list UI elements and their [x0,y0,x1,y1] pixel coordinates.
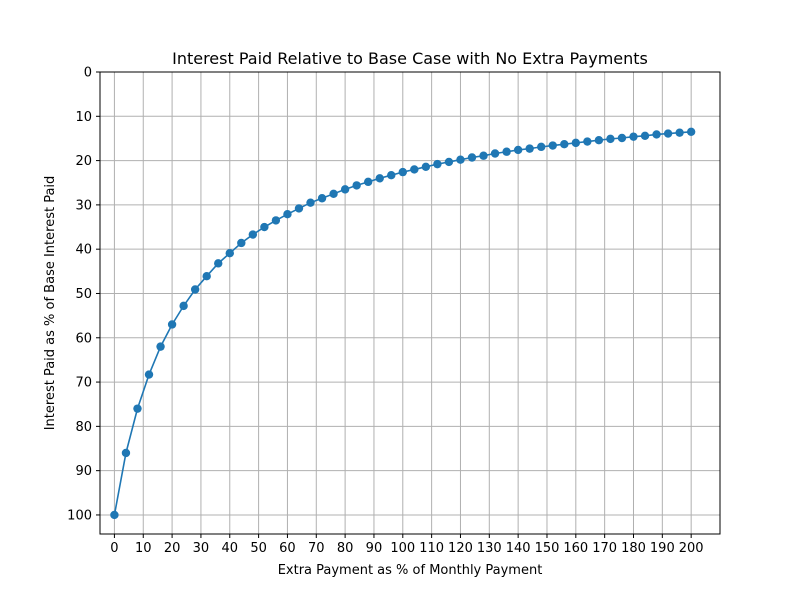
data-point [283,209,292,219]
data-point [387,171,396,180]
x-tick-label: 160 [563,541,588,556]
data-point [294,204,304,213]
data-point [329,189,338,199]
data-point [190,285,200,294]
data-point [421,162,431,171]
x-tick-label: 30 [193,541,210,556]
y-tick-label: 10 [75,110,92,125]
y-tick-label: 40 [75,243,92,258]
data-point [133,404,142,413]
data-point [167,320,177,329]
y-tick-label: 100 [67,508,92,523]
data-point [513,145,523,155]
x-tick-label: 80 [337,541,354,556]
data-point [675,128,684,137]
plot-frame [99,71,721,535]
y-tick-label: 30 [75,198,92,213]
x-tick-label: 90 [366,541,383,556]
data-point [583,137,592,146]
data-point [121,448,131,458]
data-point [560,140,569,149]
x-tick-label: 200 [679,541,704,556]
x-tick-label: 120 [448,541,473,556]
data-point [433,159,442,169]
data-point [467,153,477,162]
data-point [202,272,211,281]
data-point [594,136,604,145]
data-point [363,177,373,187]
x-tick-label: 170 [592,541,617,556]
x-tick-label: 50 [250,541,267,556]
y-tick-label: 60 [75,331,92,346]
data-point [571,138,581,148]
data-point [652,130,661,139]
y-tick-label: 90 [75,464,92,479]
data-point [306,198,315,207]
data-point [456,155,465,164]
data-point [260,222,269,232]
x-tick-label: 110 [419,541,444,556]
x-tick-label: 10 [135,541,152,556]
x-tick-label: 70 [308,541,325,556]
x-tick-label: 140 [506,541,531,556]
data-point [271,216,281,225]
data-point [237,238,246,248]
x-tick-label: 180 [621,541,646,556]
data-point [340,185,350,194]
data-point [225,248,234,258]
data-point [248,230,258,239]
x-axis-label: Extra Payment as % of Monthly Payment [278,563,543,578]
y-tick-label: 50 [75,287,92,302]
data-point [490,149,500,158]
data-point [214,259,223,268]
data-point [525,144,534,153]
x-tick-label: 20 [164,541,181,556]
x-tick-label: 190 [650,541,675,556]
data-point [479,151,488,160]
data-point [548,141,557,150]
data-point [110,510,119,520]
data-point [617,133,627,143]
chart-title: Interest Paid Relative to Base Case with… [172,49,648,68]
x-tick-label: 0 [110,541,118,556]
data-point [179,301,188,311]
series-layer [110,127,696,520]
y-axis-label: Interest Paid as % of Base Interest Paid [43,176,58,431]
data-point [663,129,673,138]
data-point [502,147,511,156]
data-point [352,181,361,190]
x-tick-label: 40 [221,541,238,556]
data-point [640,131,650,140]
x-tick-label: 130 [477,541,502,556]
data-point [686,127,696,136]
data-point [606,134,615,144]
x-tick-label: 100 [390,541,415,556]
data-point [410,165,419,174]
y-tick-label: 0 [84,66,92,81]
y-axis-ticks: 0 10 20 30 40 50 60 70 80 90 100 [67,66,100,523]
x-tick-label: 60 [279,541,296,556]
data-point [398,167,407,177]
data-point [144,370,154,379]
y-tick-label: 20 [75,154,92,169]
data-point [317,194,327,203]
grid-lines [100,71,720,534]
y-tick-label: 70 [75,376,92,391]
x-axis-ticks: 0 10 20 30 40 50 60 70 80 90 100 110 120 130 140 150 160… [110,534,704,556]
data-point [156,342,165,351]
y-tick-label: 80 [75,420,92,435]
data-point [629,132,638,141]
data-point [375,174,384,183]
data-point [444,157,454,167]
x-tick-label: 150 [535,541,560,556]
data-point [537,142,546,152]
